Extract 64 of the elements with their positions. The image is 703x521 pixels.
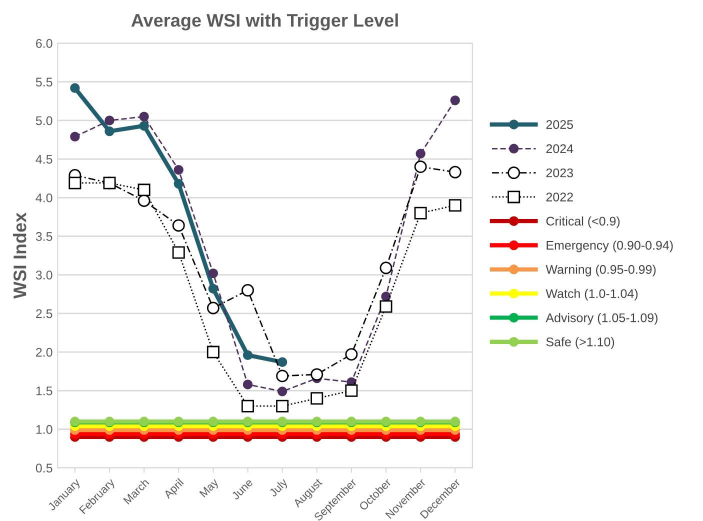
legend-label: 2023	[546, 168, 573, 178]
point	[380, 262, 392, 274]
point	[70, 132, 80, 142]
y-tick-label: 4.5	[36, 154, 52, 164]
point	[242, 350, 253, 360]
point	[242, 284, 254, 297]
legend-label: 2024	[546, 144, 574, 154]
point	[381, 292, 391, 302]
point	[70, 83, 80, 93]
x-tick-label: May	[199, 478, 220, 500]
y-tick-label: 2.5	[36, 309, 52, 318]
point	[416, 148, 426, 159]
point	[345, 384, 358, 397]
legend-label: Warning (0.95-0.99)	[546, 264, 656, 276]
legend-label: Advisory (1.05-1.09)	[546, 313, 658, 325]
point	[380, 300, 392, 313]
point	[174, 178, 184, 189]
legend-label: Emergency (0.90-0.94)	[546, 240, 673, 252]
point	[276, 370, 289, 382]
point	[450, 96, 460, 106]
point	[310, 392, 324, 405]
y-tick-label: 1.0	[36, 425, 52, 434]
point	[172, 246, 185, 259]
y-tick-label: 2.0	[36, 348, 52, 357]
point	[208, 284, 218, 294]
point	[103, 176, 116, 190]
point	[68, 176, 82, 190]
y-tick-label: 1.5	[36, 386, 52, 396]
point	[277, 357, 288, 367]
y-tick-label: 3.5	[36, 232, 52, 241]
y-tick-label: 3.0	[36, 270, 52, 280]
point	[277, 386, 288, 396]
point	[414, 206, 427, 220]
point	[310, 368, 324, 381]
point	[172, 219, 185, 232]
point	[139, 120, 149, 131]
legend-label: 2022	[546, 192, 573, 202]
y-tick-label: 5.5	[36, 78, 52, 86]
point	[206, 346, 220, 358]
chart-title: Average WSI with Trigger Level	[131, 13, 398, 30]
point	[276, 400, 289, 412]
y-tick-label: 0.5	[36, 464, 52, 473]
point	[448, 166, 462, 178]
y-tick-label: 4.0	[36, 193, 52, 202]
legend-label: 2025	[546, 120, 573, 129]
legend-label: Watch (1.0-1.04)	[546, 288, 638, 301]
point	[448, 199, 462, 212]
point	[139, 112, 149, 122]
point	[414, 160, 427, 174]
point	[104, 126, 114, 136]
point	[242, 400, 254, 412]
legend-label: Safe (>1.10)	[546, 337, 614, 349]
point	[208, 268, 218, 278]
point	[104, 116, 114, 126]
point	[174, 164, 184, 175]
point	[345, 348, 358, 361]
point	[206, 302, 220, 314]
point	[242, 380, 253, 390]
legend-label: Critical (<0.9)	[546, 216, 620, 228]
x-tick-label: July	[268, 478, 290, 499]
y-tick-label: 5.0	[36, 116, 52, 126]
y-axis-title: WSI Index	[13, 212, 26, 299]
y-tick-label: 6.0	[36, 39, 52, 48]
point	[138, 184, 150, 196]
